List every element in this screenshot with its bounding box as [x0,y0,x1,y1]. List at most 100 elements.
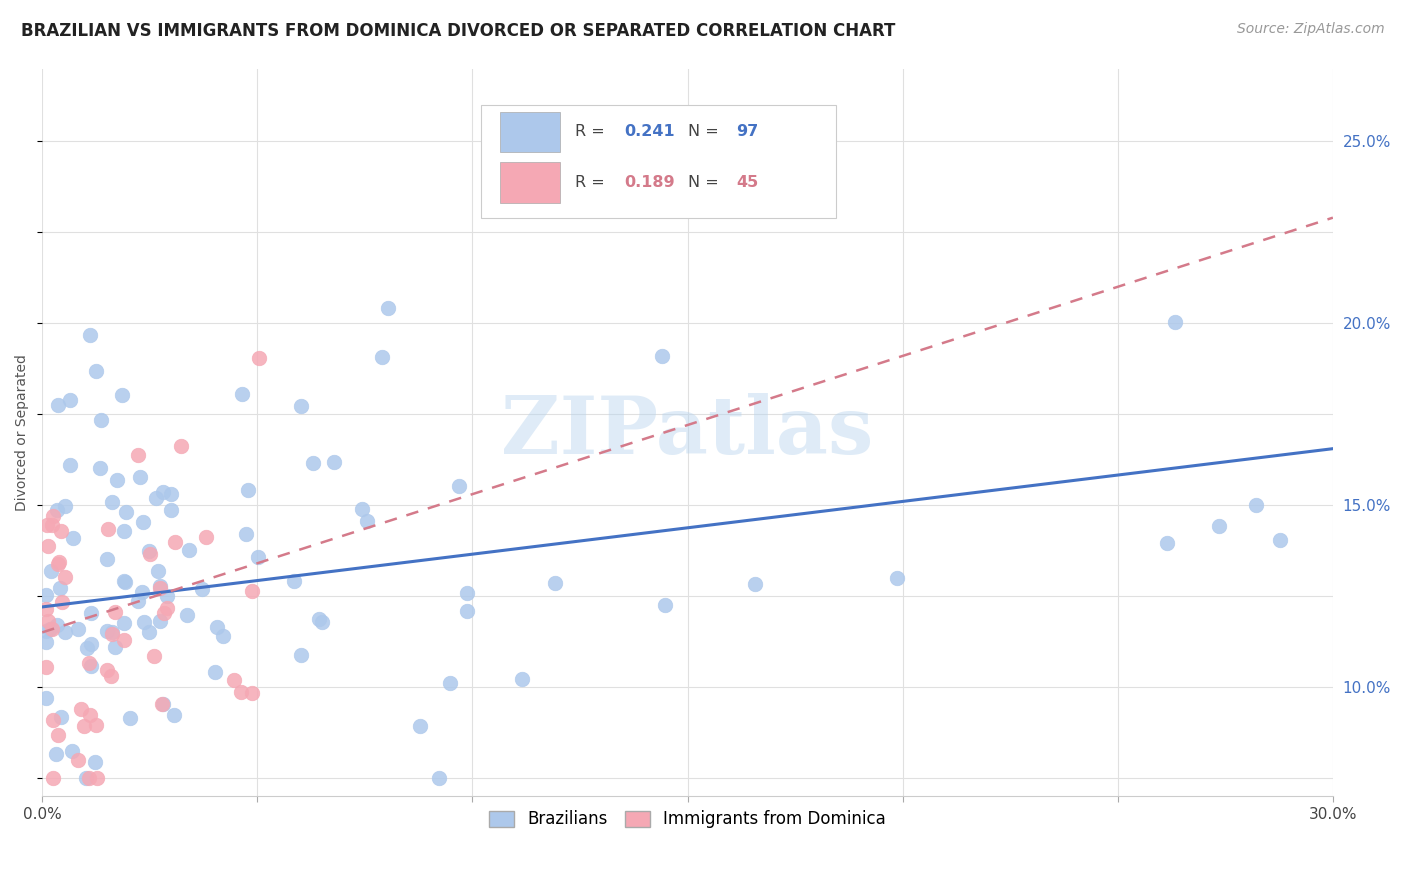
Point [111,388,134,402]
Text: N =: N = [688,124,724,139]
Point [89,460,111,475]
Point [447,479,470,493]
Point [42,509,65,524]
Point [356,514,378,528]
Text: R =: R = [575,175,610,189]
Point [49,524,72,538]
Text: ZIPatlas: ZIPatlas [502,393,873,471]
Point [41,622,63,636]
Point [150,697,173,711]
Point [132,516,155,530]
Point [86,771,108,785]
Point [46,557,69,571]
Point [156,589,179,603]
Point [155,601,177,615]
Point [76,640,98,655]
Point [80,659,103,673]
Point [427,771,450,785]
Point [37,539,59,553]
Point [439,675,461,690]
Point [204,665,226,680]
Point [49,581,72,595]
Point [41,518,63,533]
Text: N =: N = [688,175,724,189]
Point [370,350,392,364]
Text: R =: R = [575,124,610,139]
Point [46,729,69,743]
Point [96,624,118,638]
Point [84,364,107,378]
Point [160,486,183,500]
FancyBboxPatch shape [501,162,560,203]
Point [651,349,673,363]
Point [240,686,263,700]
Point [75,771,97,785]
Point [46,618,69,632]
Point [114,574,136,589]
Point [35,517,58,532]
Point [66,753,89,767]
Point [131,584,153,599]
Point [51,710,73,724]
Point [129,469,152,483]
Point [112,574,135,588]
Point [163,707,186,722]
Point [1268,533,1291,547]
Text: 0.189: 0.189 [624,175,675,189]
Point [42,771,65,785]
Point [138,547,160,561]
Point [138,544,160,558]
Text: 0.241: 0.241 [624,124,675,139]
Point [79,327,101,342]
Point [42,713,65,727]
Point [231,386,253,401]
Point [53,499,76,513]
Point [290,399,312,413]
Point [127,448,149,462]
Point [190,582,212,597]
Point [138,624,160,639]
Point [229,685,252,699]
Point [246,550,269,565]
Point [290,648,312,663]
Point [62,531,84,545]
Point [242,584,264,599]
Text: BRAZILIAN VS IMMIGRANTS FROM DOMINICA DIVORCED OR SEPARATED CORRELATION CHART: BRAZILIAN VS IMMIGRANTS FROM DOMINICA DI… [21,22,896,40]
Point [143,648,166,663]
Y-axis label: Divorced or Separated: Divorced or Separated [15,354,30,511]
Point [83,755,105,769]
Point [112,616,135,631]
Point [544,576,567,591]
Point [152,697,174,711]
Point [152,484,174,499]
Point [247,351,270,365]
Point [224,673,246,687]
Point [456,586,478,600]
FancyBboxPatch shape [501,112,560,153]
Point [59,392,82,407]
Point [77,656,100,670]
Point [100,668,122,682]
Point [73,719,96,733]
Point [96,663,118,677]
Point [53,625,76,640]
Point [77,771,100,785]
Point [377,301,399,315]
Point [45,503,67,517]
Point [53,570,76,584]
Point [37,615,59,629]
Point [1244,498,1267,512]
Text: 45: 45 [737,175,759,189]
Point [212,629,235,643]
Point [159,503,181,517]
Legend: Brazilians, Immigrants from Dominica: Brazilians, Immigrants from Dominica [482,804,893,835]
Point [79,708,101,723]
Point [1156,536,1178,550]
Point [46,398,69,412]
Point [118,711,141,725]
Point [79,637,101,651]
Point [205,620,228,634]
Point [60,744,83,758]
Point [235,526,257,541]
Point [48,555,70,569]
